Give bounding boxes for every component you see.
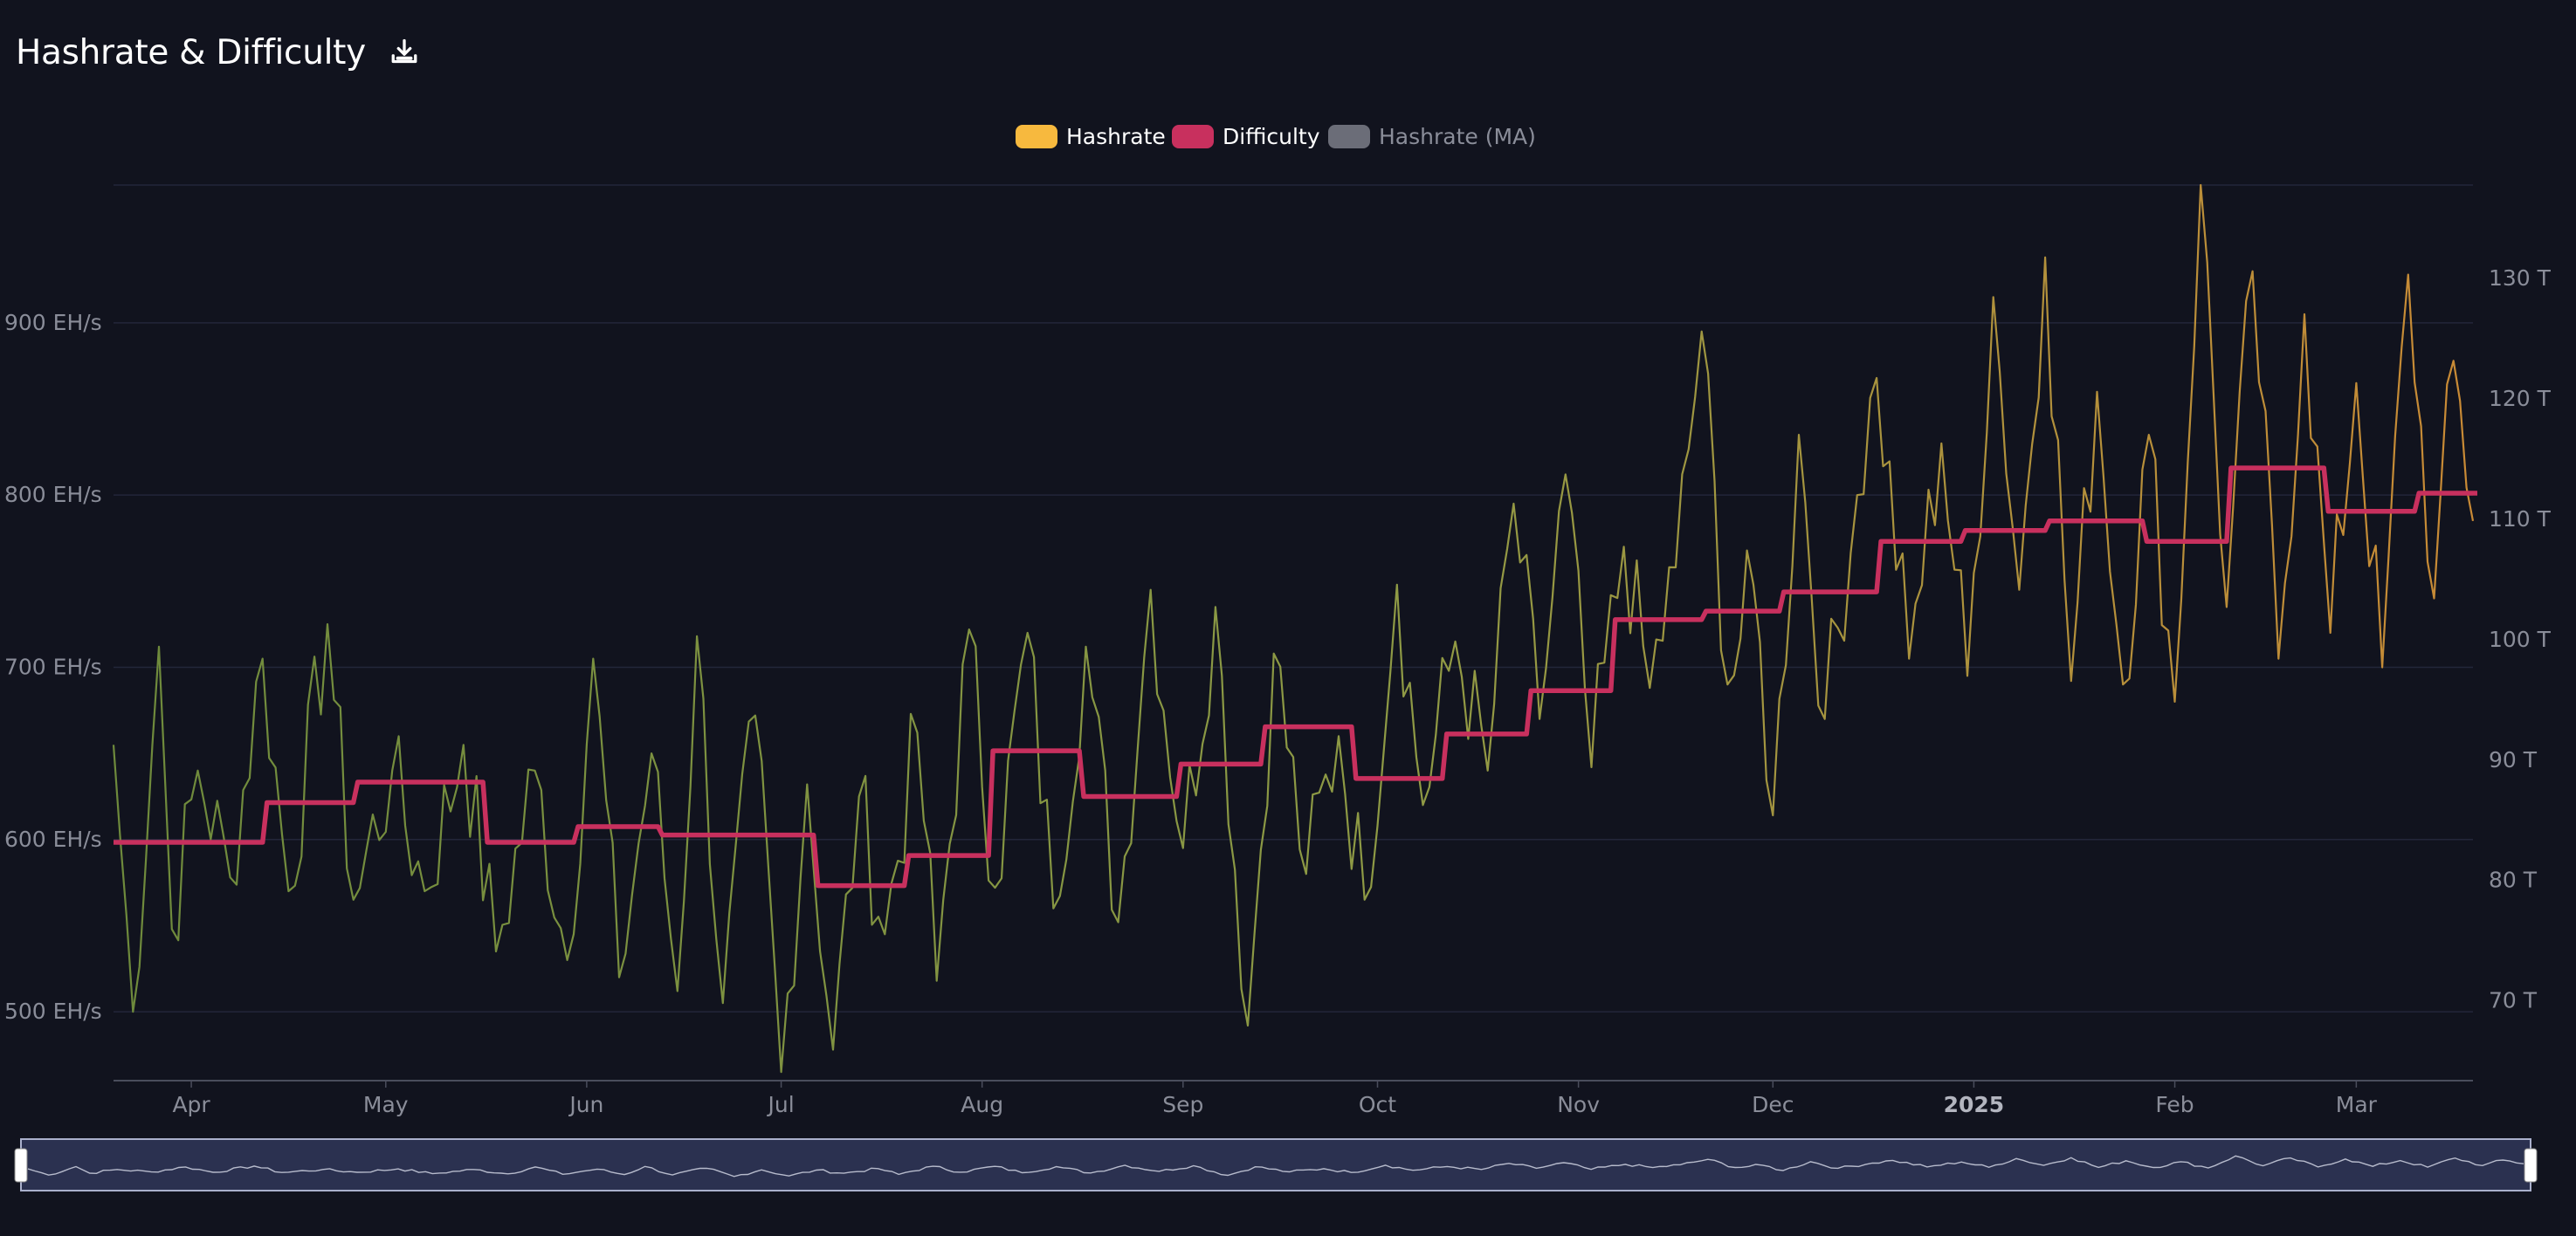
y-left-tick-label: 900 EH/s	[4, 310, 102, 335]
x-tick-label: Jun	[568, 1092, 603, 1117]
grid-lines	[114, 184, 2473, 1013]
legend-item-hashrate[interactable]: Hashrate	[1016, 124, 1166, 149]
legend-label: Difficulty	[1223, 124, 1320, 149]
navigator-handle-right[interactable]	[2524, 1148, 2538, 1183]
chart-title: Hashrate & Difficulty	[16, 32, 366, 72]
navigator-window	[20, 1138, 2531, 1191]
y-left-tick-label: 700 EH/s	[4, 654, 102, 679]
y-right-tick-label: 100 T	[2489, 627, 2552, 652]
x-tick-label: Dec	[1752, 1092, 1794, 1117]
x-tick-label: Feb	[2155, 1092, 2194, 1117]
x-tick-label: Apr	[172, 1092, 210, 1117]
x-tick-label: Oct	[1359, 1092, 1396, 1117]
chart-header: Hashrate & Difficulty	[16, 26, 424, 79]
x-tick-label: Sep	[1162, 1092, 1203, 1117]
x-tick-label: Aug	[961, 1092, 1003, 1117]
x-tick-label: Mar	[2336, 1092, 2378, 1117]
navigator-line	[27, 1155, 2524, 1178]
x-tick-label: 2025	[1944, 1092, 2005, 1117]
y-right-tick-label: 120 T	[2489, 386, 2552, 411]
y-left-tick-label: 800 EH/s	[4, 482, 102, 507]
navigator-handle-left[interactable]	[14, 1148, 28, 1183]
legend-label: Hashrate (MA)	[1379, 124, 1536, 149]
download-icon[interactable]	[385, 33, 424, 72]
x-tick-label: Jul	[766, 1092, 794, 1117]
legend: Hashrate Difficulty Hashrate (MA)	[1016, 124, 1536, 149]
y-left-tick-label: 600 EH/s	[4, 827, 102, 852]
legend-label: Hashrate	[1066, 124, 1166, 149]
legend-item-hashrate-ma[interactable]: Hashrate (MA)	[1328, 124, 1536, 149]
y-right-tick-label: 80 T	[2489, 868, 2538, 893]
y-right-tick-label: 90 T	[2489, 747, 2538, 772]
difficulty-line	[114, 465, 2477, 889]
legend-swatch	[1328, 125, 1370, 148]
legend-item-difficulty[interactable]: Difficulty	[1172, 124, 1320, 149]
y-right-tick-label: 70 T	[2489, 988, 2538, 1013]
x-tick-label: May	[363, 1092, 409, 1117]
y-right-tick-label: 110 T	[2489, 506, 2552, 532]
y-left-tick-label: 500 EH/s	[4, 999, 102, 1024]
range-navigator[interactable]	[14, 1138, 2538, 1191]
legend-swatch	[1172, 125, 1214, 148]
hashrate-line	[112, 183, 2475, 1074]
legend-swatch	[1016, 125, 1057, 148]
y-right-tick-label: 130 T	[2489, 265, 2552, 291]
x-tick-label: Nov	[1557, 1092, 1600, 1117]
